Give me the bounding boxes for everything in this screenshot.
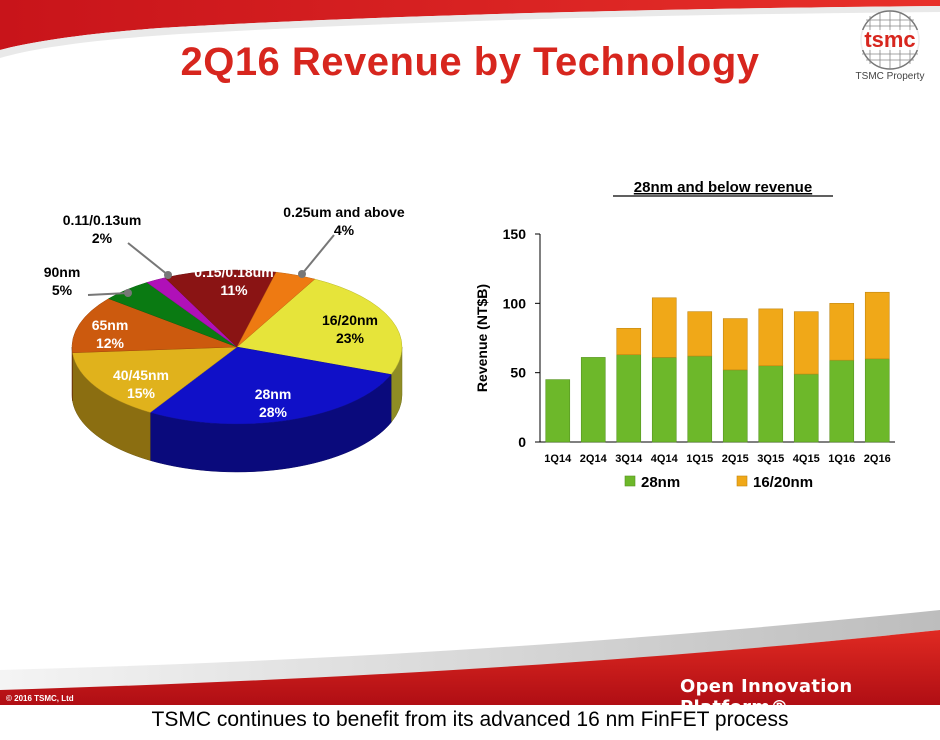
slide: 2Q16 Revenue by Technology tsmc TSMC Pro… <box>0 0 940 705</box>
pie-leader-7 <box>301 234 335 275</box>
pie-label-0: 16/20nm <box>322 312 378 328</box>
pie-leader-5 <box>127 242 169 276</box>
x-tick-label-9: 2Q16 <box>864 453 891 465</box>
bottom-band <box>0 610 940 705</box>
bar-2Q14-28nm <box>580 357 606 443</box>
bar-2Q15-28nm <box>722 369 748 443</box>
legend-label-1: 16/20nm <box>753 474 813 491</box>
bar-chart-title: 28nm and below revenue <box>634 179 812 196</box>
pie-value-6: 11% <box>220 282 248 298</box>
pie-value-5: 2% <box>92 230 113 246</box>
pie-leader-4 <box>87 292 129 296</box>
pie-label-4: 90nm <box>44 264 81 280</box>
bar-1Q16-16/20nm <box>829 303 855 361</box>
pie-label-7: 0.25um and above <box>283 204 405 220</box>
x-tick-label-8: 1Q16 <box>828 453 855 465</box>
pie-slice-3 <box>71 298 238 354</box>
bar-4Q15-16/20nm <box>793 311 819 375</box>
y-axis-label: Revenue (NT$B) <box>474 284 490 392</box>
pie-slice-1 <box>149 346 392 425</box>
pie-chart: 16/20nm 23% 28nm 28% 40/45nm 15% 65nm 12% 90nm 5%… <box>44 204 405 473</box>
stacked-bar-chart: 28nm and below revenue Revenue (NT$B) 0 50 1… <box>474 179 895 491</box>
pie-leader-dot-4 <box>124 289 132 297</box>
bar-3Q15-28nm <box>758 365 784 443</box>
caption: TSMC continues to benefit from its advan… <box>151 708 789 731</box>
bar-4Q14-16/20nm <box>651 297 677 358</box>
pie-value-0: 23% <box>336 330 365 346</box>
pie-slice-0 <box>236 278 403 375</box>
bar-3Q14-28nm <box>616 354 642 443</box>
y-tick-label-0: 0 <box>518 434 526 450</box>
bar-4Q15-28nm <box>793 373 819 443</box>
pie-label-3: 65nm <box>92 317 129 333</box>
pie-slice-7 <box>236 271 316 348</box>
x-tick-label-2: 3Q14 <box>615 453 643 465</box>
bar-3Q14-16/20nm <box>616 327 642 355</box>
bar-1Q16-28nm <box>829 359 855 443</box>
legend-label-0: 28nm <box>641 474 680 491</box>
legend-swatch-0 <box>624 475 636 487</box>
platform-label: Open Innovation Platform® <box>680 676 853 705</box>
pie-label-5: 0.11/0.13um <box>63 212 142 228</box>
bar-2Q16-16/20nm <box>864 291 890 360</box>
bar-1Q15-28nm <box>687 355 713 443</box>
y-tick-label-1: 50 <box>510 365 526 381</box>
pie-value-2: 15% <box>127 385 156 401</box>
pie-leader-dot-7 <box>298 270 306 278</box>
x-tick-label-5: 2Q15 <box>722 453 749 465</box>
tsmc-logo-icon: tsmc <box>854 10 926 70</box>
x-tick-label-1: 2Q14 <box>580 453 608 465</box>
copyright: © 2016 TSMC, Ltd <box>6 694 74 703</box>
top-swoosh <box>0 0 940 58</box>
bar-3Q15-16/20nm <box>758 308 784 367</box>
pie-leader-dot-5 <box>164 271 172 279</box>
x-tick-label-4: 1Q15 <box>686 453 713 465</box>
slide-title: 2Q16 Revenue by Technology <box>180 40 760 84</box>
pie-label-1: 28nm <box>255 386 292 402</box>
legend-swatch-1 <box>736 475 748 487</box>
pie-value-4: 5% <box>52 282 73 298</box>
logo-text: tsmc <box>864 27 915 52</box>
y-tick-label-3: 150 <box>503 226 527 242</box>
bar-4Q14-28nm <box>651 357 677 443</box>
x-tick-label-3: 4Q14 <box>651 453 679 465</box>
x-tick-label-0: 1Q14 <box>544 453 572 465</box>
bar-2Q15-16/20nm <box>722 318 748 371</box>
x-tick-label-6: 3Q15 <box>757 453 784 465</box>
x-tick-label-7: 4Q15 <box>793 453 820 465</box>
pie-value-7: 4% <box>334 222 355 238</box>
logo-caption: TSMC Property <box>855 71 925 82</box>
pie-label-2: 40/45nm <box>113 367 169 383</box>
pie-value-3: 12% <box>96 335 125 351</box>
bar-1Q15-16/20nm <box>687 311 713 357</box>
y-tick-label-2: 100 <box>503 295 527 311</box>
pie-label-6: 0.15/0.18um <box>194 264 273 280</box>
pie-value-1: 28% <box>259 404 288 420</box>
bar-2Q16-28nm <box>864 358 890 443</box>
bar-1Q14-28nm <box>545 379 571 443</box>
pie-slice-2 <box>72 346 238 413</box>
